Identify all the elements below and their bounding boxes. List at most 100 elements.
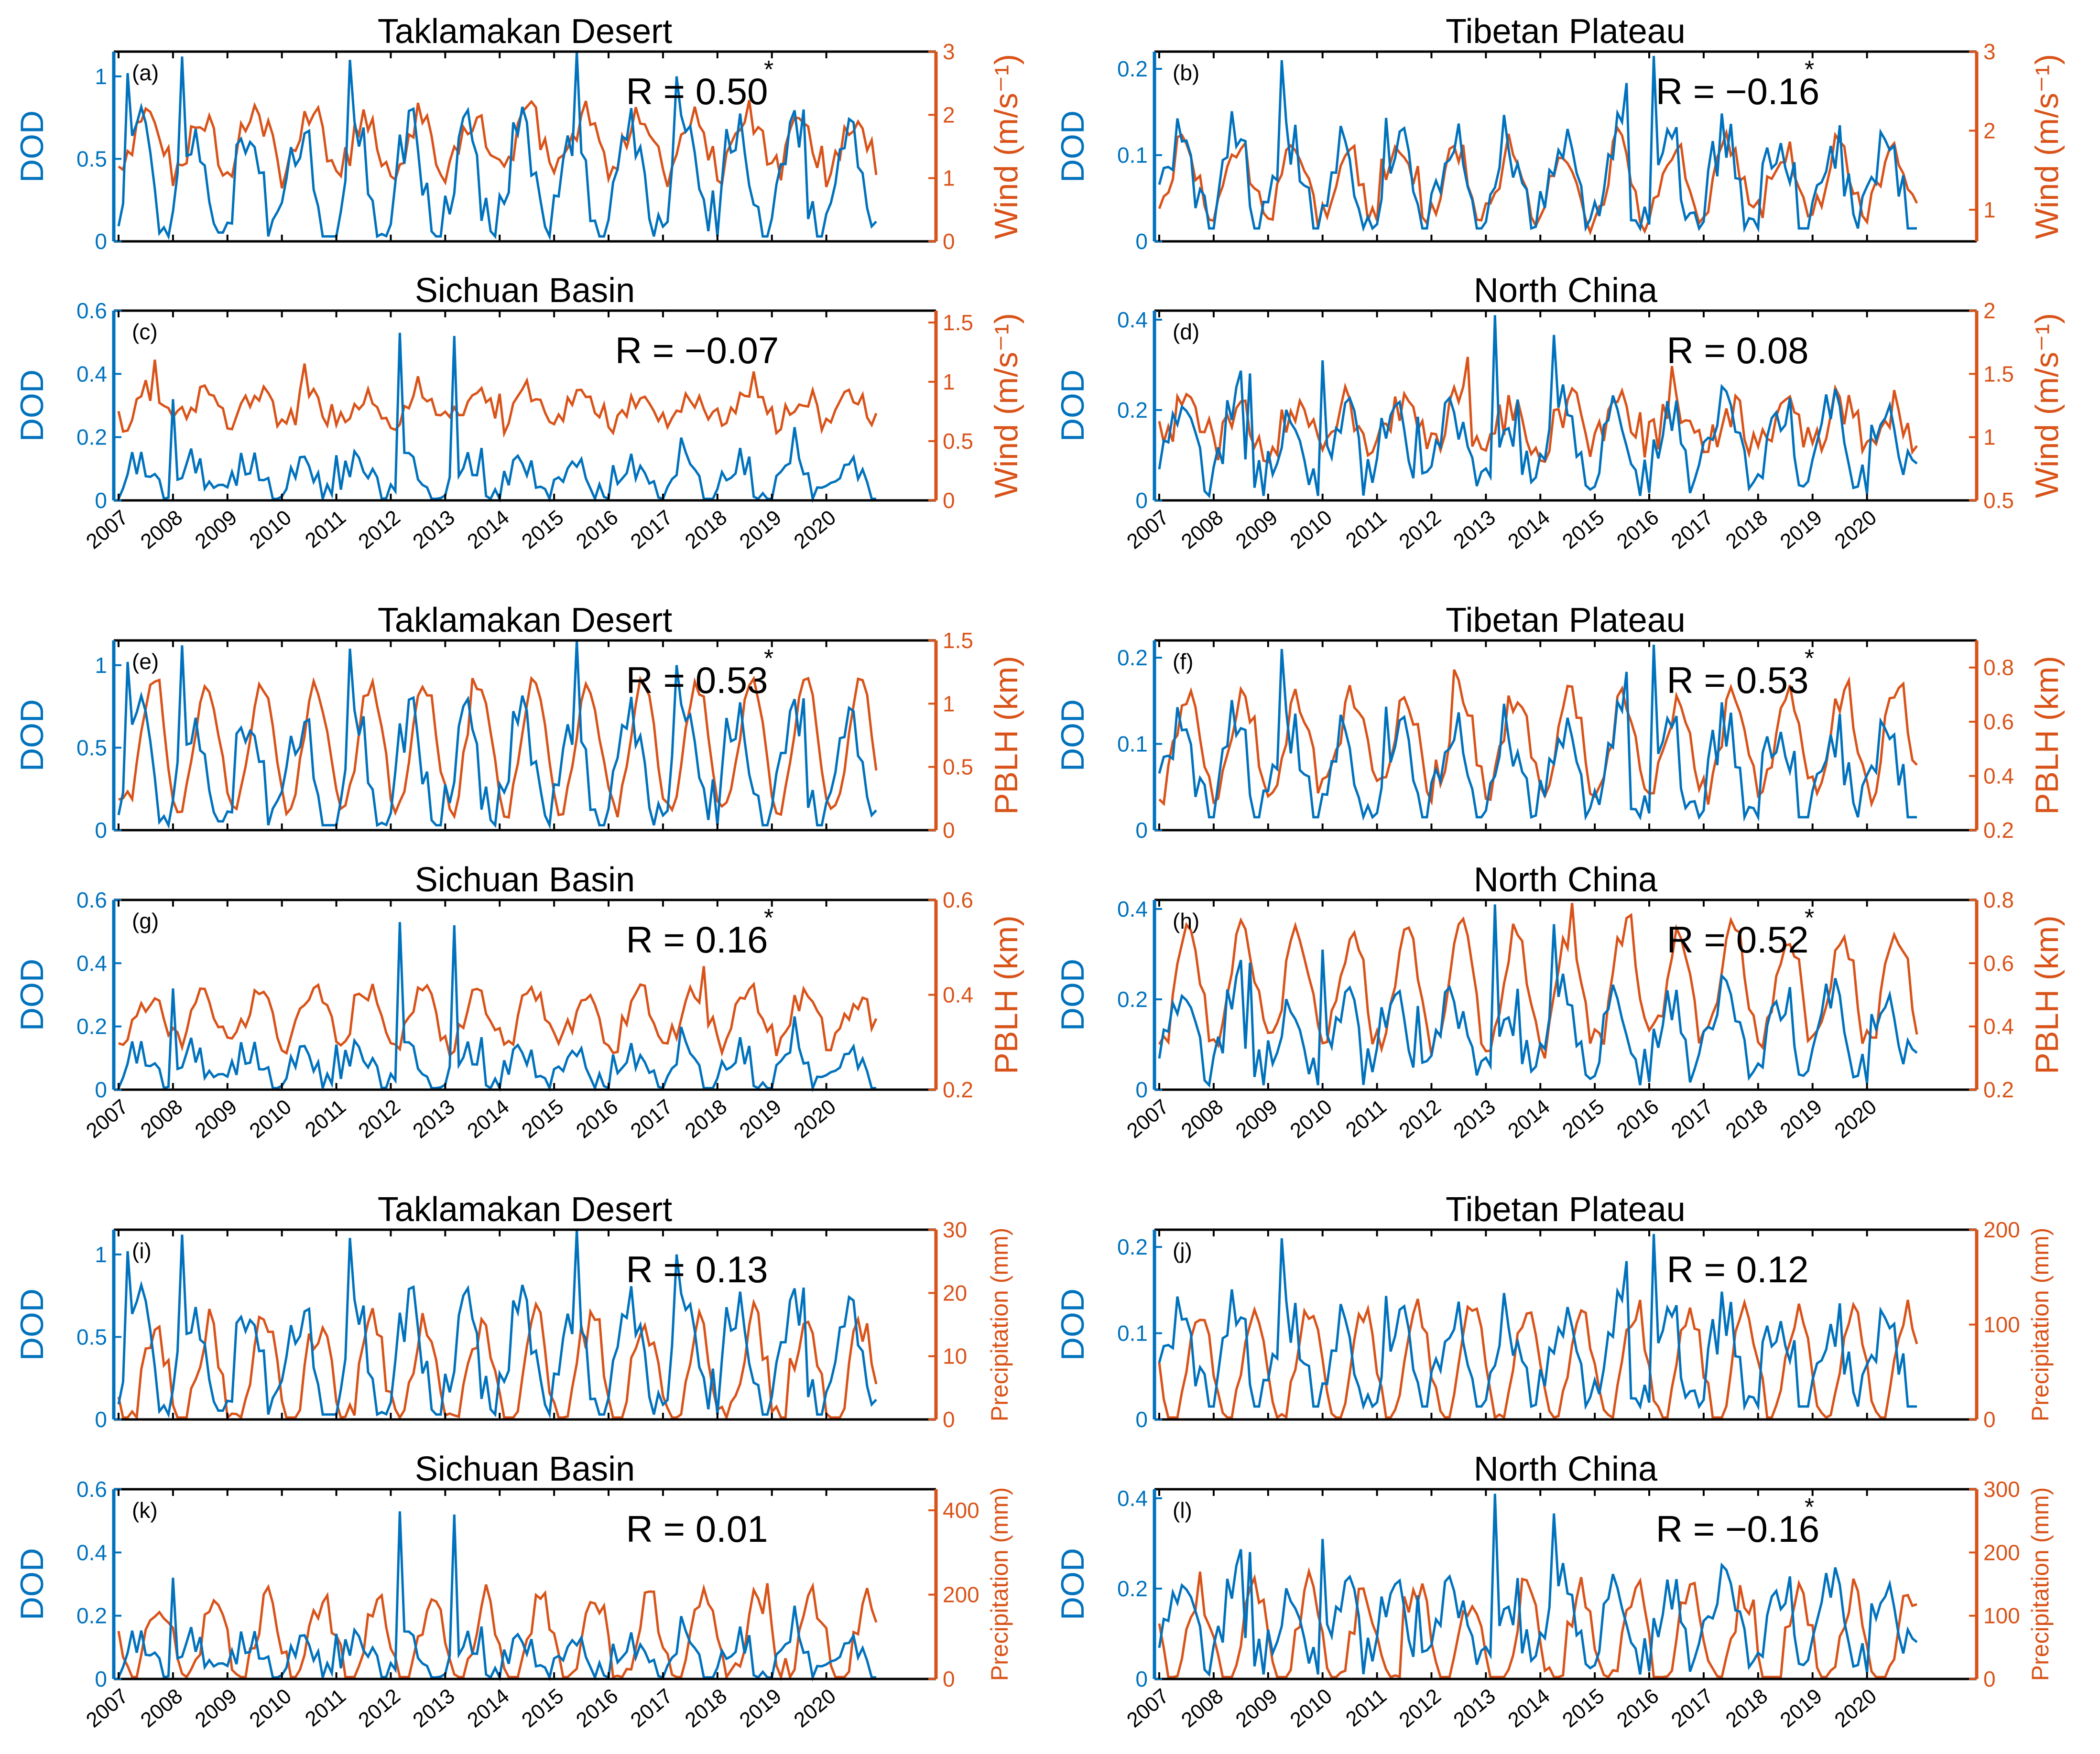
xtick-label: 2012 (1394, 506, 1445, 553)
panel-title: North China (1474, 861, 1658, 899)
panel-title: Taklamakan Desert (378, 601, 672, 639)
correlation-text: R = 0.16 (626, 919, 768, 961)
ytick-label-right: 1 (943, 166, 955, 191)
ytick-label-left: 0.4 (1117, 307, 1148, 332)
series-pblh-line (118, 675, 878, 820)
panel-b: Tibetan Plateau 0 0.1 0.2 1 2 3 (b) R = −0.16* DO… (1055, 12, 2065, 254)
ytick-label-right: 10 (943, 1344, 967, 1369)
xtick-label: 2017 (1667, 506, 1718, 553)
series-dod-line (117, 1511, 876, 1682)
ytick-label-right: 20 (943, 1280, 967, 1305)
ytick-label-right: 3 (1983, 39, 1996, 64)
ytick-label-left: 0.1 (1117, 1321, 1148, 1346)
ytick-label-left: 0.6 (76, 298, 107, 323)
ytick-label-right: 100 (1983, 1603, 2020, 1628)
panel-label: (l) (1173, 1498, 1192, 1523)
ytick-label-left: 0.5 (76, 1324, 107, 1349)
series-wind-line (117, 359, 878, 438)
panel-g: Sichuan Basin 0 0.2 0.4 0.6 0.2 0.4 0.6 2007 2008… (14, 861, 1024, 1143)
xtick-label: 2010 (245, 1684, 296, 1732)
ylabel-left: DOD (14, 699, 50, 771)
ytick-label-right: 1.5 (943, 310, 973, 335)
correlation-text: R = 0.08 (1666, 329, 1808, 371)
ylabel-right: Wind (m/s⁻¹) (2029, 54, 2065, 239)
xtick-label: 2020 (790, 506, 840, 553)
ylabel-right: Precipitation (mm) (986, 1487, 1013, 1681)
ytick-label-left: 0.4 (1117, 897, 1148, 921)
correlation-text: R = 0.53 (626, 659, 768, 701)
xtick-label: 2007 (1122, 1684, 1173, 1732)
ytick-label-right: 0.5 (943, 755, 973, 780)
ytick-label-right: 0.4 (1983, 1014, 2014, 1039)
ylabel-left: DOD (1055, 959, 1091, 1031)
xtick-label: 2010 (1286, 506, 1337, 553)
ytick-label-right: 100 (1983, 1312, 2020, 1337)
ytick-label-right: 0.2 (1983, 1077, 2014, 1102)
panel-a: Taklamakan Desert 0 0.5 1 0 1 2 3 (a) R = 0.50* DO… (14, 12, 1024, 254)
panel-label: (e) (132, 649, 159, 674)
ytick-label-left: 0 (95, 1407, 107, 1432)
xtick-label: 2013 (1449, 506, 1500, 553)
ytick-label-right: 2 (1983, 118, 1996, 143)
panel-title: Tibetan Plateau (1446, 601, 1686, 639)
xtick-label: 2008 (1177, 1095, 1228, 1143)
significance-marker: * (764, 645, 773, 672)
ytick-label-right: 0.6 (1983, 709, 2014, 734)
ytick-label-right: 0.8 (1983, 888, 2014, 912)
xtick-label: 2011 (1341, 506, 1391, 552)
xtick-label: 2012 (1394, 1095, 1445, 1143)
xtick-label: 2018 (681, 1684, 731, 1732)
ytick-label-left: 0 (95, 1667, 107, 1691)
ytick-label-right: 0 (943, 229, 955, 254)
series-precipitation-line (117, 1582, 878, 1681)
xtick-label: 2017 (626, 506, 677, 553)
correlation-text: R = 0.12 (1666, 1248, 1808, 1290)
xtick-label: 2011 (301, 1684, 350, 1731)
xtick-label: 2018 (681, 506, 731, 553)
xtick-label: 2015 (1558, 1095, 1609, 1143)
ylabel-right: PBLH (km) (2029, 915, 2065, 1074)
panel-title: North China (1474, 271, 1658, 310)
xtick-label: 2013 (1449, 1095, 1500, 1143)
xtick-label: 2012 (354, 1095, 404, 1143)
xtick-label: 2019 (1776, 1095, 1827, 1143)
ytick-label-left: 0.2 (1117, 1576, 1148, 1601)
ytick-label-right: 30 (943, 1217, 967, 1242)
xtick-label: 2009 (1231, 1095, 1282, 1143)
xtick-label: 2007 (82, 506, 132, 553)
significance-marker: * (764, 904, 773, 932)
ytick-label-left: 0.1 (1117, 143, 1148, 168)
xtick-label: 2018 (1721, 506, 1772, 553)
xtick-label: 2014 (1503, 1684, 1554, 1732)
xtick-label: 2016 (572, 1684, 622, 1732)
xtick-label: 2012 (354, 506, 404, 553)
ytick-label-right: 0.6 (1983, 951, 2014, 975)
xtick-label: 2016 (1612, 1684, 1663, 1732)
ylabel-left: DOD (1055, 699, 1091, 771)
xtick-label: 2007 (1122, 1095, 1173, 1143)
ytick-label-right: 1 (943, 369, 955, 394)
xtick-label: 2008 (136, 1684, 187, 1732)
ytick-label-left: 0.2 (1117, 645, 1148, 670)
xtick-label: 2015 (1558, 506, 1609, 553)
ytick-label-right: 0.2 (1983, 818, 2014, 843)
xtick-label: 2020 (1830, 1684, 1881, 1732)
xtick-label: 2014 (1503, 506, 1554, 553)
panel-f: Tibetan Plateau 0 0.1 0.2 0.2 0.4 0.6 0.8 (f) R =… (1055, 601, 2065, 843)
panel-title: Sichuan Basin (415, 271, 635, 310)
ytick-label-right: 0 (1983, 1667, 1996, 1691)
ylabel-left: DOD (1055, 110, 1091, 183)
ylabel-right: Precipitation (mm) (986, 1228, 1013, 1422)
xtick-label: 2020 (1830, 1095, 1881, 1143)
ylabel-left: DOD (14, 1288, 50, 1361)
ytick-label-left: 0.6 (76, 1477, 107, 1502)
ytick-label-right: 200 (1983, 1217, 2020, 1242)
ytick-label-left: 0 (1135, 818, 1148, 843)
series-pblh-line (1158, 903, 1918, 1059)
ytick-label-left: 0.4 (76, 951, 107, 975)
xtick-label: 2015 (517, 506, 568, 553)
ytick-label-right: 1.5 (943, 628, 973, 653)
ytick-label-right: 0 (943, 818, 955, 843)
